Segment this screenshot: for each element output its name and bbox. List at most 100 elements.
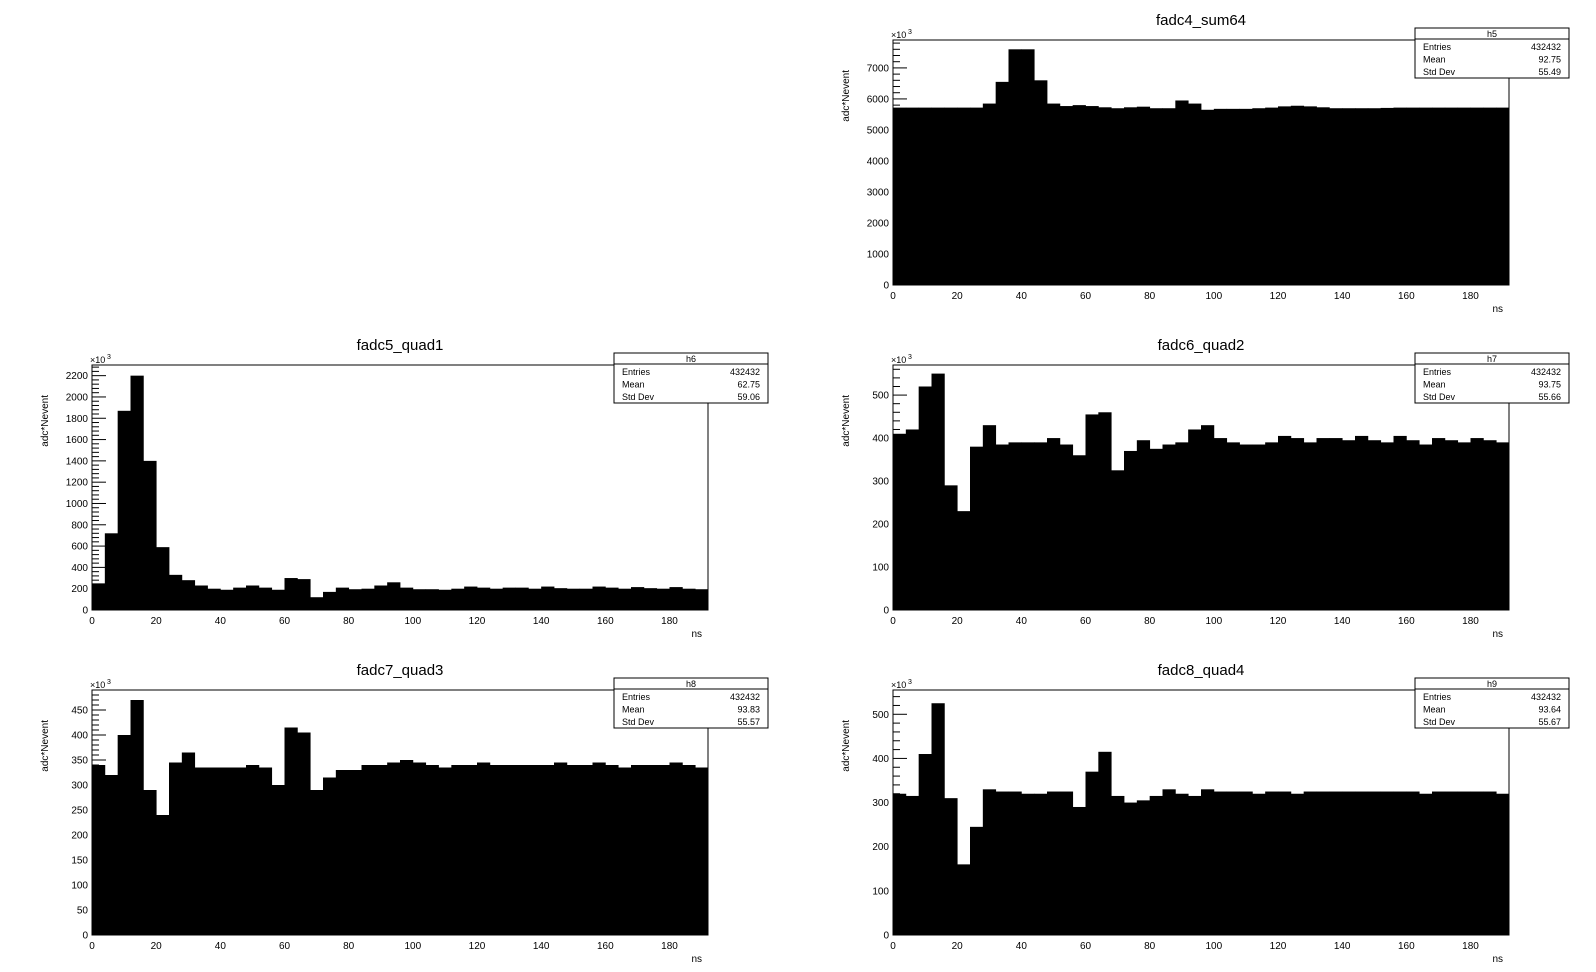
histogram-bar xyxy=(528,588,542,610)
histogram-bar xyxy=(931,703,945,935)
histogram-bar xyxy=(1175,442,1189,610)
y-tick-label: 300 xyxy=(872,477,889,488)
y-tick-label: 800 xyxy=(71,520,88,531)
stats-value: 93.83 xyxy=(737,705,760,715)
histogram-bar xyxy=(515,587,529,610)
histogram-bar xyxy=(1213,791,1228,935)
histogram-bar xyxy=(643,765,658,935)
histogram-bar xyxy=(451,765,465,935)
stats-histogram-name: h6 xyxy=(686,354,696,364)
stats-label: Entries xyxy=(622,692,651,702)
x-tick-label: 120 xyxy=(469,941,486,952)
histogram-bar xyxy=(931,373,945,610)
stats-label: Std Dev xyxy=(622,717,655,727)
x-tick-label: 80 xyxy=(1144,291,1156,302)
x-tick-label: 140 xyxy=(1334,291,1351,302)
y-tick-label: 3000 xyxy=(867,187,890,198)
y-tick-label: 600 xyxy=(71,542,88,553)
y-multiplier: ×10 xyxy=(891,30,906,40)
stats-value: 93.64 xyxy=(1538,705,1561,715)
x-tick-label: 80 xyxy=(343,941,355,952)
histogram-bar xyxy=(566,765,581,935)
histogram-bar xyxy=(271,589,285,610)
chart-title: fadc5_quad1 xyxy=(357,337,444,354)
stats-label: Mean xyxy=(1423,55,1446,65)
histogram-bar xyxy=(1252,444,1266,610)
histogram-bar xyxy=(143,790,157,935)
histogram-bar xyxy=(1290,793,1305,935)
histogram-bar xyxy=(931,107,945,285)
histogram-bar xyxy=(905,107,920,285)
histogram-bar xyxy=(1034,793,1048,935)
histogram-bar xyxy=(1367,791,1382,935)
histogram-panel-h6: fadc5_quad1 0 20 40 60 80 100 120 140 160 180 ns 0 20… xyxy=(40,337,769,640)
stats-label: Std Dev xyxy=(1423,717,1456,727)
stats-label: Mean xyxy=(622,380,645,390)
x-tick-label: 0 xyxy=(89,941,95,952)
histogram-bar xyxy=(1303,442,1317,610)
histogram-bar xyxy=(1059,106,1074,285)
y-multiplier-exponent: 3 xyxy=(908,679,912,686)
histogram-bar xyxy=(284,727,298,935)
histogram-bar xyxy=(246,585,260,610)
stats-label: Std Dev xyxy=(1423,392,1456,402)
histogram-bar xyxy=(1047,103,1061,285)
histogram-bar xyxy=(1278,106,1292,285)
histogram-bar xyxy=(117,410,131,610)
histogram-bar xyxy=(502,587,516,610)
histogram-bar xyxy=(1496,107,1510,285)
histogram-bar xyxy=(246,765,260,935)
histogram-bar xyxy=(1303,106,1317,285)
y-axis-label: adc*Nevent xyxy=(40,720,51,772)
histogram-bar xyxy=(957,511,971,610)
histogram-bar xyxy=(1278,791,1292,935)
histogram-bar xyxy=(995,81,1009,285)
x-tick-label: 60 xyxy=(279,941,291,952)
histogram-bar xyxy=(944,485,958,610)
x-tick-label: 120 xyxy=(1270,616,1287,627)
histogram-bar xyxy=(905,795,920,935)
histogram-bar xyxy=(1072,455,1086,610)
histogram-bar xyxy=(1380,107,1394,285)
y-tick-label: 1200 xyxy=(66,478,89,489)
stats-label: Mean xyxy=(1423,380,1446,390)
histogram-bar xyxy=(1367,108,1382,286)
y-tick-label: 400 xyxy=(872,754,889,765)
y-tick-label: 2200 xyxy=(66,371,89,382)
histogram-bar xyxy=(412,589,427,610)
histogram-bar xyxy=(1329,791,1343,935)
histogram-bar xyxy=(477,762,491,935)
histogram-bar xyxy=(695,767,709,935)
y-tick-label: 4000 xyxy=(867,156,890,167)
stats-label: Mean xyxy=(1423,705,1446,715)
histogram-bar xyxy=(1483,791,1497,935)
histogram-bar xyxy=(1226,442,1240,610)
histogram-bar xyxy=(361,588,375,610)
x-tick-label: 80 xyxy=(343,616,355,627)
y-multiplier-exponent: 3 xyxy=(107,679,111,686)
histogram-bar xyxy=(643,588,658,610)
y-tick-label: 500 xyxy=(872,391,889,402)
histogram-bar xyxy=(464,586,478,610)
histogram-bar xyxy=(656,588,670,610)
y-multiplier-exponent: 3 xyxy=(908,29,912,36)
histogram-bar xyxy=(233,767,247,935)
histogram-bar xyxy=(1470,791,1484,935)
histogram-bar xyxy=(682,588,696,610)
x-axis-label: ns xyxy=(1492,629,1503,640)
stats-label: Entries xyxy=(1423,42,1452,52)
histogram-bar xyxy=(1355,791,1369,935)
x-tick-label: 40 xyxy=(215,941,227,952)
histogram-bar xyxy=(1444,791,1459,935)
histogram-bar xyxy=(348,770,362,935)
y-tick-label: 2000 xyxy=(66,392,89,403)
histogram-bar xyxy=(1265,442,1279,610)
histogram-bar xyxy=(1380,442,1394,610)
histogram-bar xyxy=(1124,802,1138,935)
histogram-bar xyxy=(970,826,984,935)
histogram-bar xyxy=(1124,107,1138,285)
histogram-bar xyxy=(1021,49,1035,285)
histogram-bar xyxy=(1047,791,1061,935)
histogram-bar xyxy=(1290,438,1305,610)
x-tick-label: 180 xyxy=(1462,941,1479,952)
